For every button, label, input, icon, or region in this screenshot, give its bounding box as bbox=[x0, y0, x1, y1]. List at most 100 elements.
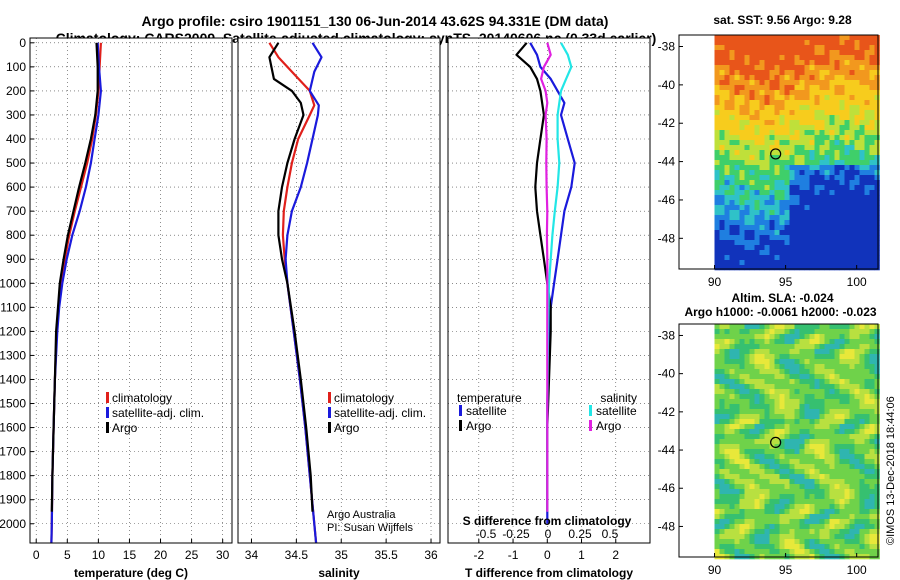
map-cell bbox=[854, 80, 860, 86]
map-cell bbox=[749, 424, 755, 430]
map-cell bbox=[799, 494, 805, 500]
map-cell bbox=[839, 424, 845, 430]
map-cell bbox=[849, 125, 855, 131]
map-cell bbox=[804, 180, 810, 186]
map-cell bbox=[824, 429, 830, 435]
map-cell bbox=[759, 469, 765, 475]
map-cell bbox=[744, 459, 750, 465]
map-cell bbox=[849, 399, 855, 405]
map-cell bbox=[819, 384, 825, 390]
map-cell bbox=[789, 50, 795, 56]
map-cell bbox=[789, 120, 795, 126]
map-cell bbox=[779, 439, 785, 445]
map-cell bbox=[744, 45, 750, 51]
map-cell bbox=[759, 260, 765, 266]
map-cell bbox=[849, 414, 855, 420]
map-cell bbox=[744, 474, 750, 480]
map-cell bbox=[874, 469, 880, 475]
map-cell bbox=[764, 240, 770, 246]
map-cell bbox=[724, 474, 730, 480]
map-cell bbox=[784, 65, 790, 71]
map-cell bbox=[714, 65, 720, 71]
map-cell bbox=[844, 190, 850, 196]
map-cell bbox=[754, 464, 760, 470]
map-cell bbox=[779, 60, 785, 66]
map-cell bbox=[829, 419, 835, 425]
map-cell bbox=[729, 414, 735, 420]
map-cell bbox=[734, 85, 740, 91]
map-cell bbox=[794, 210, 800, 216]
map-cell bbox=[859, 90, 865, 96]
map-cell bbox=[794, 359, 800, 365]
map-cell bbox=[834, 344, 840, 350]
map-cell bbox=[734, 419, 740, 425]
map-cell bbox=[719, 35, 725, 41]
map-cell bbox=[794, 80, 800, 86]
map-cell bbox=[839, 160, 845, 166]
map-cell bbox=[739, 549, 745, 555]
map-cell bbox=[739, 404, 745, 410]
map-cell bbox=[729, 40, 735, 46]
map-cell bbox=[714, 110, 720, 116]
map-cell bbox=[839, 339, 845, 345]
map-cell bbox=[739, 499, 745, 505]
map-cell bbox=[864, 429, 870, 435]
map-cell bbox=[774, 225, 780, 231]
map-cell bbox=[784, 334, 790, 340]
map-cell bbox=[844, 499, 850, 505]
map-cell bbox=[759, 544, 765, 550]
map-cell bbox=[824, 409, 830, 415]
map-cell bbox=[754, 220, 760, 226]
map-cell bbox=[874, 454, 880, 460]
map-cell bbox=[779, 145, 785, 151]
map-cell bbox=[839, 40, 845, 46]
map-cell bbox=[869, 160, 875, 166]
map-cell bbox=[849, 140, 855, 146]
map-cell bbox=[759, 85, 765, 91]
map-cell bbox=[819, 235, 825, 241]
map-cell bbox=[849, 459, 855, 465]
map-cell bbox=[734, 255, 740, 261]
map-cell bbox=[789, 45, 795, 51]
map-cell bbox=[809, 499, 815, 505]
map-cell bbox=[759, 374, 765, 380]
map-cell bbox=[804, 130, 810, 136]
map-cell bbox=[784, 210, 790, 216]
map-cell bbox=[779, 499, 785, 505]
map-cell bbox=[789, 265, 795, 271]
map-cell bbox=[829, 499, 835, 505]
map-cell bbox=[774, 459, 780, 465]
map-cell bbox=[824, 95, 830, 101]
map-cell bbox=[789, 339, 795, 345]
map-cell bbox=[849, 369, 855, 375]
map-cell bbox=[834, 215, 840, 221]
map-cell bbox=[714, 409, 720, 415]
map-cell bbox=[874, 250, 880, 256]
map-cell bbox=[824, 419, 830, 425]
map-cell bbox=[864, 80, 870, 86]
map-cell bbox=[849, 200, 855, 206]
map-cell bbox=[869, 215, 875, 221]
map-cell bbox=[829, 544, 835, 550]
map-cell bbox=[819, 145, 825, 151]
map-cell bbox=[819, 339, 825, 345]
map-cell bbox=[844, 140, 850, 146]
map-cell bbox=[744, 504, 750, 510]
map-cell bbox=[769, 220, 775, 226]
map-cell bbox=[809, 474, 815, 480]
map-cell bbox=[764, 100, 770, 106]
map-cell bbox=[814, 60, 820, 66]
map-cell bbox=[834, 394, 840, 400]
map-cell bbox=[839, 494, 845, 500]
map-cell bbox=[789, 334, 795, 340]
map-cell bbox=[859, 374, 865, 380]
map-cell bbox=[749, 155, 755, 161]
map-cell bbox=[794, 444, 800, 450]
map-cell bbox=[714, 489, 720, 495]
map-cell bbox=[769, 359, 775, 365]
map-cell bbox=[829, 100, 835, 106]
map-cell bbox=[799, 374, 805, 380]
map-cell bbox=[789, 145, 795, 151]
map-cell bbox=[769, 409, 775, 415]
map-cell bbox=[799, 155, 805, 161]
